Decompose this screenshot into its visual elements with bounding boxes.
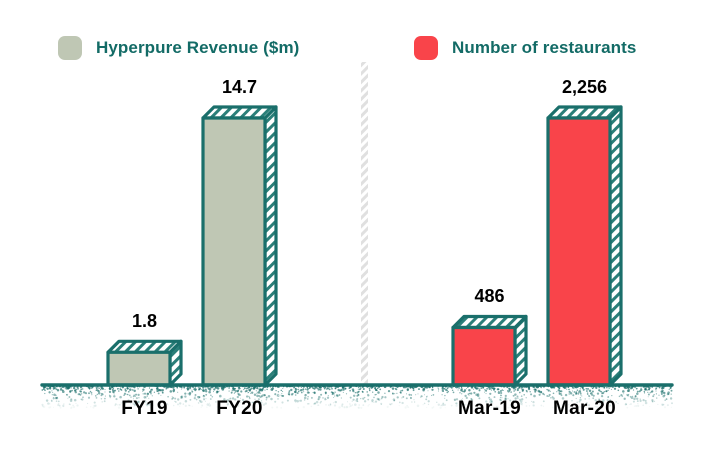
- value-label-mar-20: 2,256: [561, 77, 608, 97]
- legend-label-hyperpure-revenue: Hyperpure Revenue ($m): [96, 38, 300, 57]
- panel-divider: [361, 62, 368, 387]
- bar-mar-20: [546, 105, 623, 387]
- legend-swatch-green: [58, 36, 82, 60]
- category-label-fy19: FY19: [121, 398, 168, 419]
- chart-legend: Hyperpure Revenue ($m) Number of restaur…: [0, 0, 713, 80]
- bars-layer: [106, 105, 623, 387]
- bar-fy19: [106, 339, 183, 387]
- category-label-mar-20: Mar-20: [552, 398, 617, 419]
- category-label-mar-19: Mar-19: [457, 398, 522, 419]
- value-label-fy19: 1.8: [131, 311, 158, 332]
- legend-swatch-red: [414, 36, 438, 60]
- category-label-fy20: FY20: [216, 398, 263, 419]
- baseline-ground: [40, 383, 674, 410]
- value-label-fy20: 14.7: [221, 77, 258, 97]
- value-label-mar-19: 486: [474, 286, 505, 307]
- legend-label-number-of-restaurants: Number of restaurants: [452, 38, 637, 57]
- legend-item-number-of-restaurants: Number of restaurants: [414, 36, 636, 60]
- legend-item-hyperpure-revenue: Hyperpure Revenue ($m): [58, 36, 299, 60]
- bar-mar-19: [451, 314, 528, 387]
- bar-fy20: [201, 105, 278, 387]
